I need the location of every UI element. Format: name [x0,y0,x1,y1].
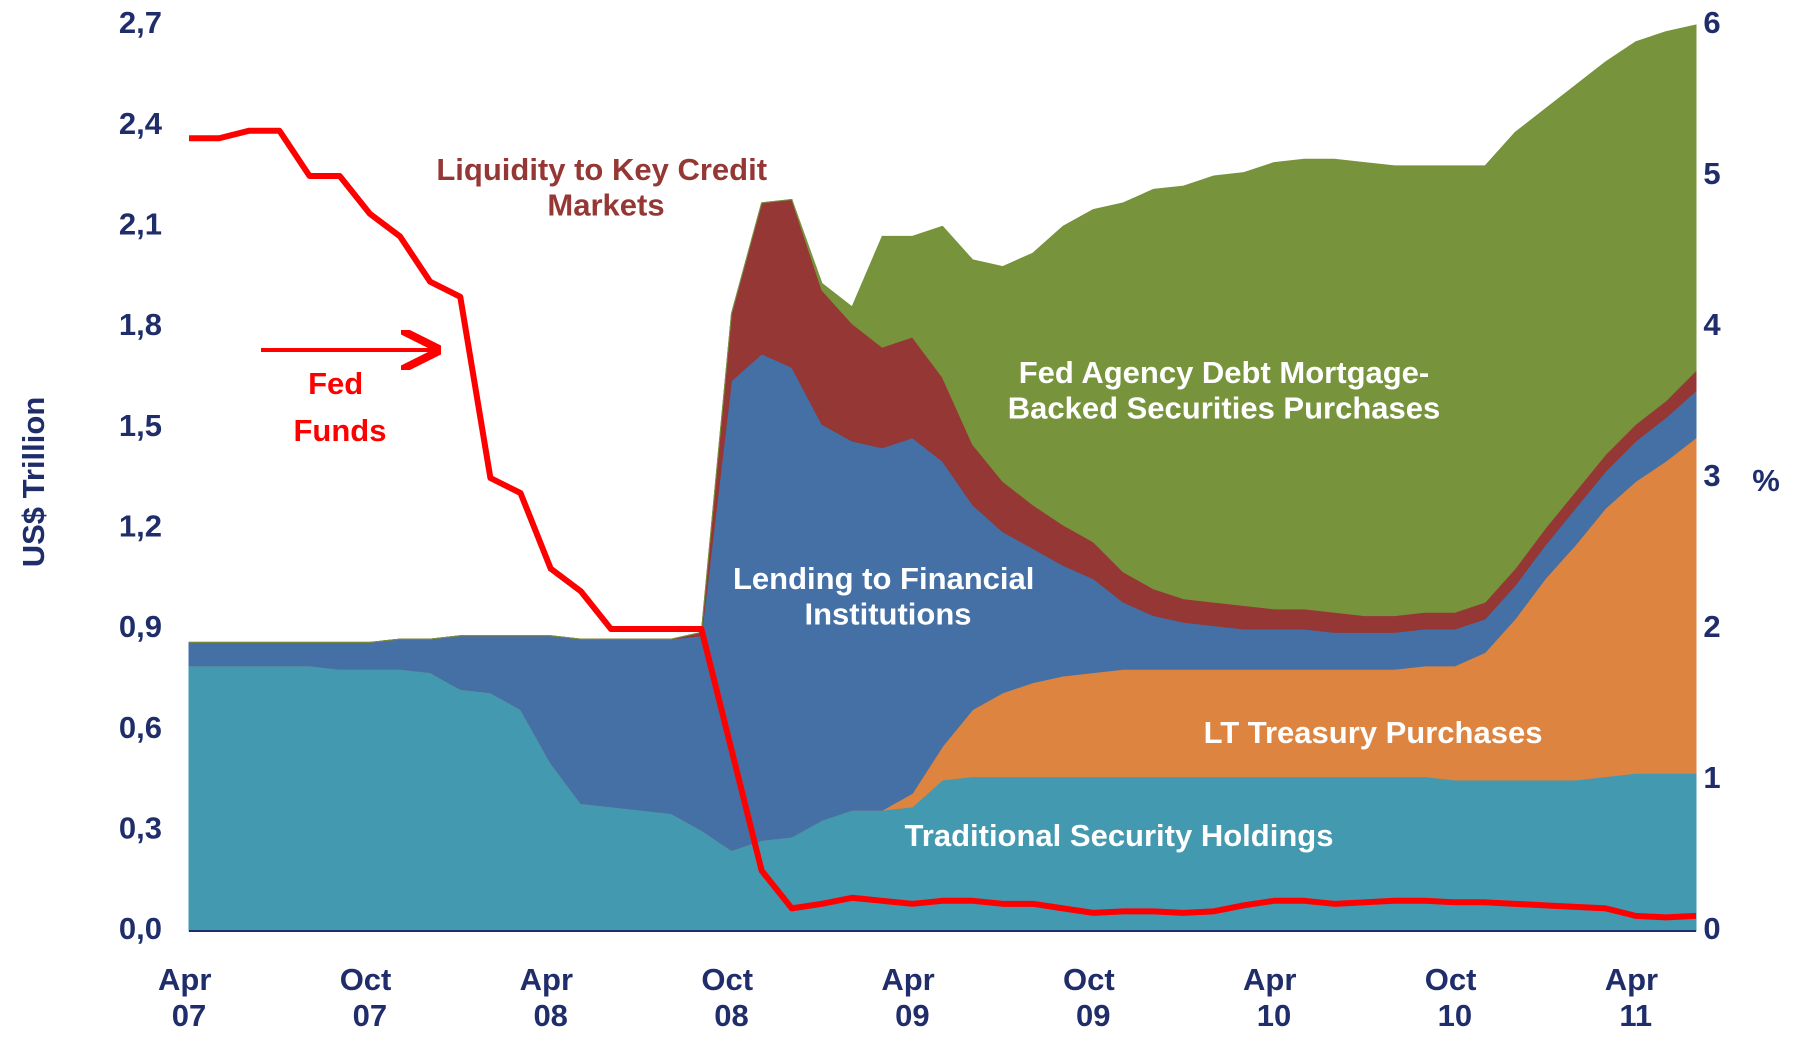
foreground: 0,0 0,3 0,6 0,9 1,2 1,5 1,8 2,1 2,4 2,7 0 1 2 3 4 5 6 Apr… [119,5,1721,1033]
y-tick-label: 0,6 [119,710,162,745]
y2-tick-label: 6 [1703,5,1720,40]
y2-tick-label: 4 [1703,307,1721,342]
series-label: Fed Funds [294,366,387,448]
y-tick-label: 0,0 [119,911,162,946]
x-tick-label: Apr 08 [520,962,582,1033]
areas [188,24,1697,932]
x-tick-label: Apr 11 [1605,962,1667,1033]
series-label: LT Treasury Purchases [1204,715,1543,750]
y-tick-label: 2,1 [119,207,162,242]
y2-tick-label: 0 [1703,911,1720,946]
line [189,127,1697,921]
area [189,24,1697,643]
y2-axis-label: % [1752,463,1780,498]
y2-tick-label: 1 [1703,760,1720,795]
y2-tick-label: 2 [1703,609,1720,644]
y-tick-label: 2,4 [119,106,163,141]
x-tick-label: Apr 09 [881,962,943,1033]
y-tick-label: 1,2 [119,509,162,544]
x-tick-label: Apr 07 [158,962,220,1033]
series-label: Liquidity to Key Credit Markets [436,152,775,223]
y2-tick-label: 3 [1703,458,1720,493]
y2-tick-label: 5 [1703,156,1720,191]
y-tick-label: 0,9 [119,609,162,644]
series-label: Lending to Financial Institutions [733,561,1043,632]
x-tick-label: Oct 08 [701,962,761,1033]
y-axis-label: US$ Trillion [16,397,51,568]
series-label: Traditional Security Holdings [905,818,1334,853]
x-tick-label: Oct 09 [1063,962,1123,1033]
y-tick-label: 0,3 [119,811,162,846]
x-tick-label: Oct 10 [1425,962,1485,1033]
x-tick-label: Oct 07 [340,962,400,1033]
series-label: Fed Agency Debt Mortgage-Backed Securiti… [1008,355,1441,426]
x-tick-label: Apr 10 [1243,962,1305,1033]
y-tick-label: 1,8 [119,307,162,342]
y-tick-label: 2,7 [119,5,162,40]
y-tick-label: 1,5 [119,408,162,443]
